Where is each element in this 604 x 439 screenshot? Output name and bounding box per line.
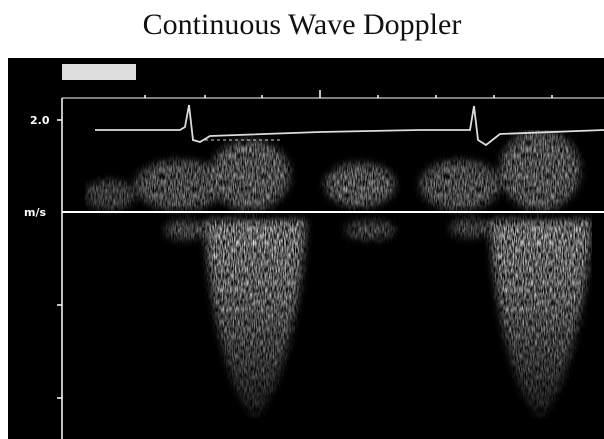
scale-top-label: 2.0 xyxy=(30,114,50,127)
ecg-trace xyxy=(95,104,604,147)
figure-title: Continuous Wave Doppler xyxy=(142,8,462,41)
axes xyxy=(57,90,604,439)
info-box xyxy=(62,64,136,80)
scale-unit: m/s xyxy=(24,206,46,219)
spectral-signal xyxy=(85,130,592,418)
